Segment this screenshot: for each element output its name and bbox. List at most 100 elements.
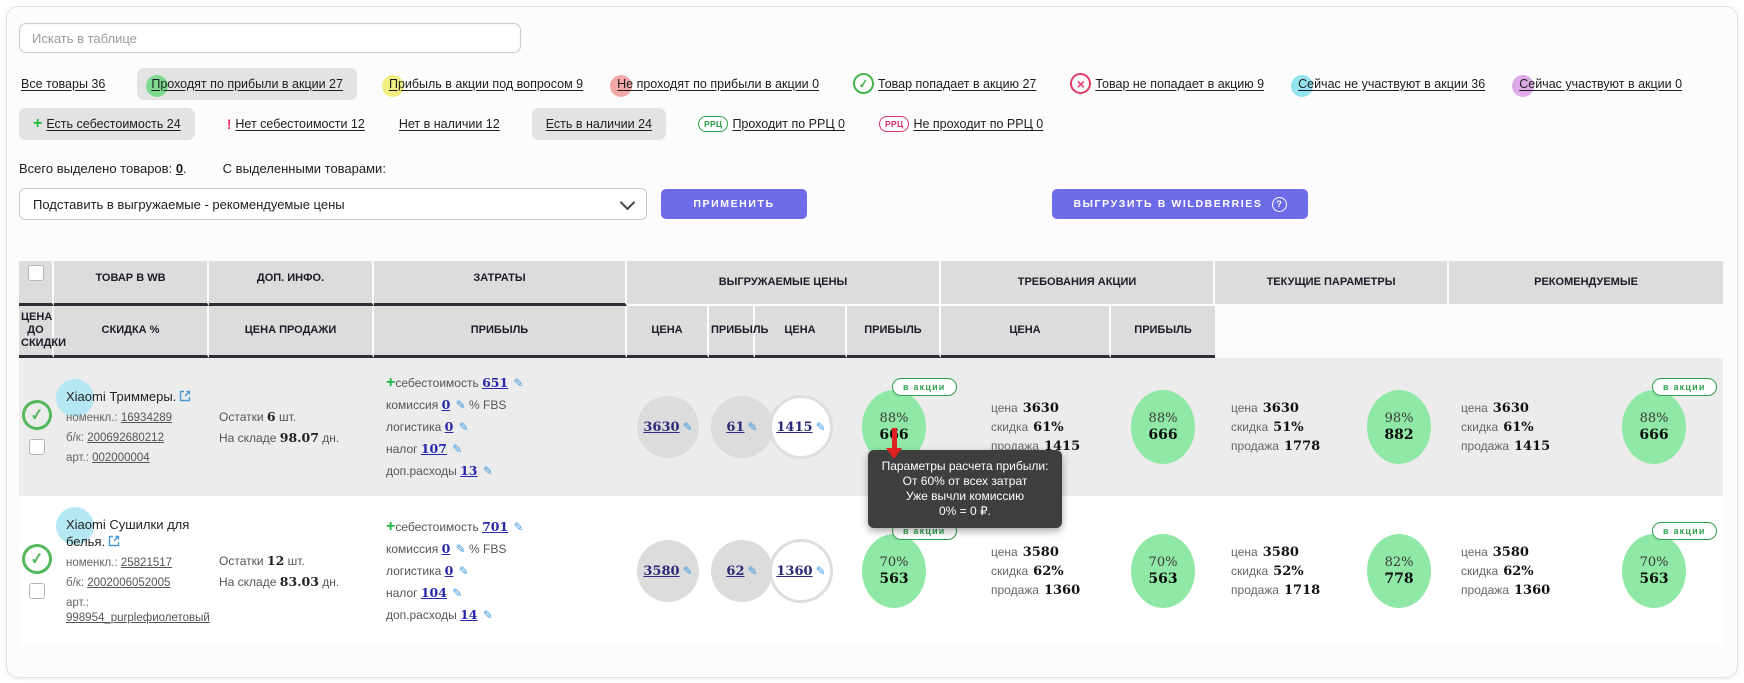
- edit-icon[interactable]: ✎: [452, 442, 463, 456]
- filter-not-pass-profit[interactable]: Не проходят по прибыли в акции 0: [610, 71, 821, 97]
- extra-costs-label: доп.расходы: [386, 464, 457, 478]
- upload-to-wildberries-button[interactable]: ВЫГРУЗИТЬ В WILDBERRIES ?: [1052, 189, 1308, 219]
- select-cell: ✓: [19, 358, 54, 496]
- edit-icon[interactable]: ✎: [815, 564, 826, 578]
- price-before-cell: 3630 ✎: [627, 358, 709, 496]
- filter-product-in-promo[interactable]: ✓ Товар попадает в акцию 27: [851, 67, 1038, 100]
- art-link[interactable]: 998954_purpleфиолетовый: [66, 612, 210, 624]
- sale-price-value[interactable]: 1360: [776, 563, 813, 579]
- costs-cell: +себестоимость 701 ✎ комиссия 0 ✎ % FBS …: [374, 496, 627, 646]
- extra-costs-value[interactable]: 13: [460, 463, 478, 478]
- select-all-checkbox[interactable]: [27, 265, 44, 281]
- bulk-action-selected-value: Подставить в выгружаемые - рекомендуемые…: [33, 196, 345, 212]
- profit-circle: 88% 666: [1622, 390, 1687, 464]
- sale-price-cell: 1360 ✎: [755, 496, 847, 646]
- edit-icon[interactable]: ✎: [458, 564, 469, 578]
- barcode-link[interactable]: 2002006052005: [87, 577, 171, 589]
- filter-label: Товар попадает в акцию 27: [878, 76, 1037, 91]
- current-price-cell: цена 3630 скидка 51% продажа 1778: [1215, 358, 1349, 496]
- edit-icon[interactable]: ✎: [458, 420, 469, 434]
- edit-icon[interactable]: ✎: [747, 564, 758, 578]
- discount-label: скидка: [1461, 563, 1499, 578]
- filter-no-cost-price[interactable]: ! Нет себестоимости 12: [225, 110, 367, 138]
- filter-pass-profit-in-promo[interactable]: Проходят по прибыли в акции 27: [137, 67, 357, 100]
- col-price-before-header: ЦЕНА ДО СКИДКИ: [19, 306, 66, 358]
- barcode-link[interactable]: 200692680212: [87, 432, 164, 444]
- selection-count[interactable]: 0: [175, 161, 184, 176]
- edit-icon[interactable]: ✎: [682, 420, 693, 434]
- cost-price-label: себестоимость: [395, 376, 479, 390]
- sale-price-value[interactable]: 1415: [776, 419, 813, 435]
- current-price-cell: цена 3580 скидка 52% продажа 1718: [1215, 496, 1349, 646]
- external-link-icon[interactable]: [179, 390, 191, 405]
- price-before-value[interactable]: 3580: [643, 563, 680, 579]
- external-link-icon[interactable]: [108, 535, 120, 550]
- filter-has-cost-price[interactable]: + Есть себестоимость 24: [19, 108, 195, 140]
- bulk-action-select[interactable]: Подставить в выгружаемые - рекомендуемые…: [19, 188, 647, 220]
- nomenkl-link[interactable]: 16934289: [120, 412, 173, 424]
- rec-discount-value: 62%: [1503, 563, 1534, 579]
- edit-icon[interactable]: ✎: [482, 464, 493, 478]
- edit-icon[interactable]: ✎: [452, 586, 463, 600]
- profit-percent: 70%: [1148, 555, 1178, 570]
- row-checkbox[interactable]: [28, 438, 45, 455]
- discount-label: скидка: [991, 419, 1029, 434]
- nomenkl-label: номенкл.:: [66, 412, 118, 424]
- table-row: ✓ Xiaomi Сушилки для белья. номенкл.: 25…: [19, 496, 1724, 646]
- edit-icon[interactable]: ✎: [682, 564, 693, 578]
- filter-participating-now[interactable]: Сейчас участвуют в акции 0: [1512, 71, 1684, 97]
- edit-icon[interactable]: ✎: [513, 376, 524, 390]
- tax-value[interactable]: 107: [420, 441, 447, 456]
- filter-label: Проходят по прибыли в акции 27: [151, 76, 343, 91]
- col-sale-price-header: ЦЕНА ПРОДАЖИ: [209, 306, 374, 358]
- edit-icon[interactable]: ✎: [455, 398, 466, 412]
- edit-icon[interactable]: ✎: [482, 608, 493, 622]
- question-circle-icon[interactable]: ?: [1271, 196, 1287, 212]
- tax-value[interactable]: 104: [420, 585, 447, 600]
- apply-button[interactable]: ПРИМЕНИТЬ: [661, 189, 807, 219]
- edit-icon[interactable]: ✎: [513, 520, 524, 534]
- edit-icon[interactable]: ✎: [455, 542, 466, 556]
- discount-value[interactable]: 61: [726, 419, 745, 435]
- edit-icon[interactable]: ✎: [815, 420, 826, 434]
- profit-amount[interactable]: 563: [879, 571, 909, 587]
- logistics-value[interactable]: 0: [444, 563, 454, 578]
- tooltip-line: От 60% от всех затрат: [902, 474, 1028, 488]
- filter-profit-in-question[interactable]: Прибыль в акции под вопросом 9: [381, 71, 585, 97]
- cost-price-value[interactable]: 651: [482, 375, 509, 390]
- product-title: Xiaomi Триммеры.: [66, 389, 177, 404]
- col-product-header: ТОВАР В WB: [54, 261, 209, 306]
- product-cell: Xiaomi Триммеры. номенкл.: 16934289 б/к:…: [54, 358, 209, 496]
- filter-not-pass-rrc[interactable]: РРЦ Не проходит по РРЦ 0: [877, 110, 1045, 138]
- commission-value[interactable]: 0: [441, 541, 451, 556]
- cyan-dot-icon: [1291, 74, 1314, 97]
- commission-value[interactable]: 0: [441, 397, 451, 412]
- art-link[interactable]: 002000004: [92, 452, 150, 464]
- row-checkbox[interactable]: [28, 582, 45, 599]
- search-input[interactable]: [19, 23, 521, 53]
- warehouse-unit: дн.: [322, 574, 340, 589]
- extra-costs-value[interactable]: 14: [460, 607, 478, 622]
- cost-price-value[interactable]: 701: [482, 519, 509, 534]
- filter-product-not-in-promo[interactable]: × Товар не попадает в акцию 9: [1068, 67, 1266, 100]
- selection-summary: Всего выделено товаров: 0. С выделенными…: [19, 161, 1725, 176]
- product-title: Xiaomi Сушилки для белья.: [66, 517, 190, 549]
- edit-icon[interactable]: ✎: [747, 420, 758, 434]
- discount-value[interactable]: 62: [726, 563, 745, 579]
- current-price-value: 3580: [1262, 544, 1299, 560]
- filter-all-products[interactable]: Все товары 36: [19, 71, 107, 97]
- profit-amount: 778: [1384, 571, 1414, 587]
- col-rec-price-header: ЦЕНА: [941, 306, 1111, 358]
- price-before-value[interactable]: 3630: [643, 419, 680, 435]
- stock-label: Остатки: [219, 553, 264, 568]
- filter-in-stock[interactable]: Есть в наличии 24: [531, 108, 666, 140]
- promo-profit-cell: 88% 666: [1111, 358, 1215, 496]
- nomenkl-link[interactable]: 25821517: [120, 557, 173, 569]
- filter-pass-rrc[interactable]: РРЦ Проходит по РРЦ 0: [696, 110, 847, 138]
- rec-profit-cell: в акции 70% 563: [1585, 496, 1723, 646]
- barcode-label: б/к:: [66, 577, 85, 589]
- logistics-value[interactable]: 0: [444, 419, 454, 434]
- filter-out-of-stock[interactable]: Нет в наличии 12: [397, 111, 502, 137]
- filter-not-participating-now[interactable]: Сейчас не участвуют в акции 36: [1291, 71, 1487, 97]
